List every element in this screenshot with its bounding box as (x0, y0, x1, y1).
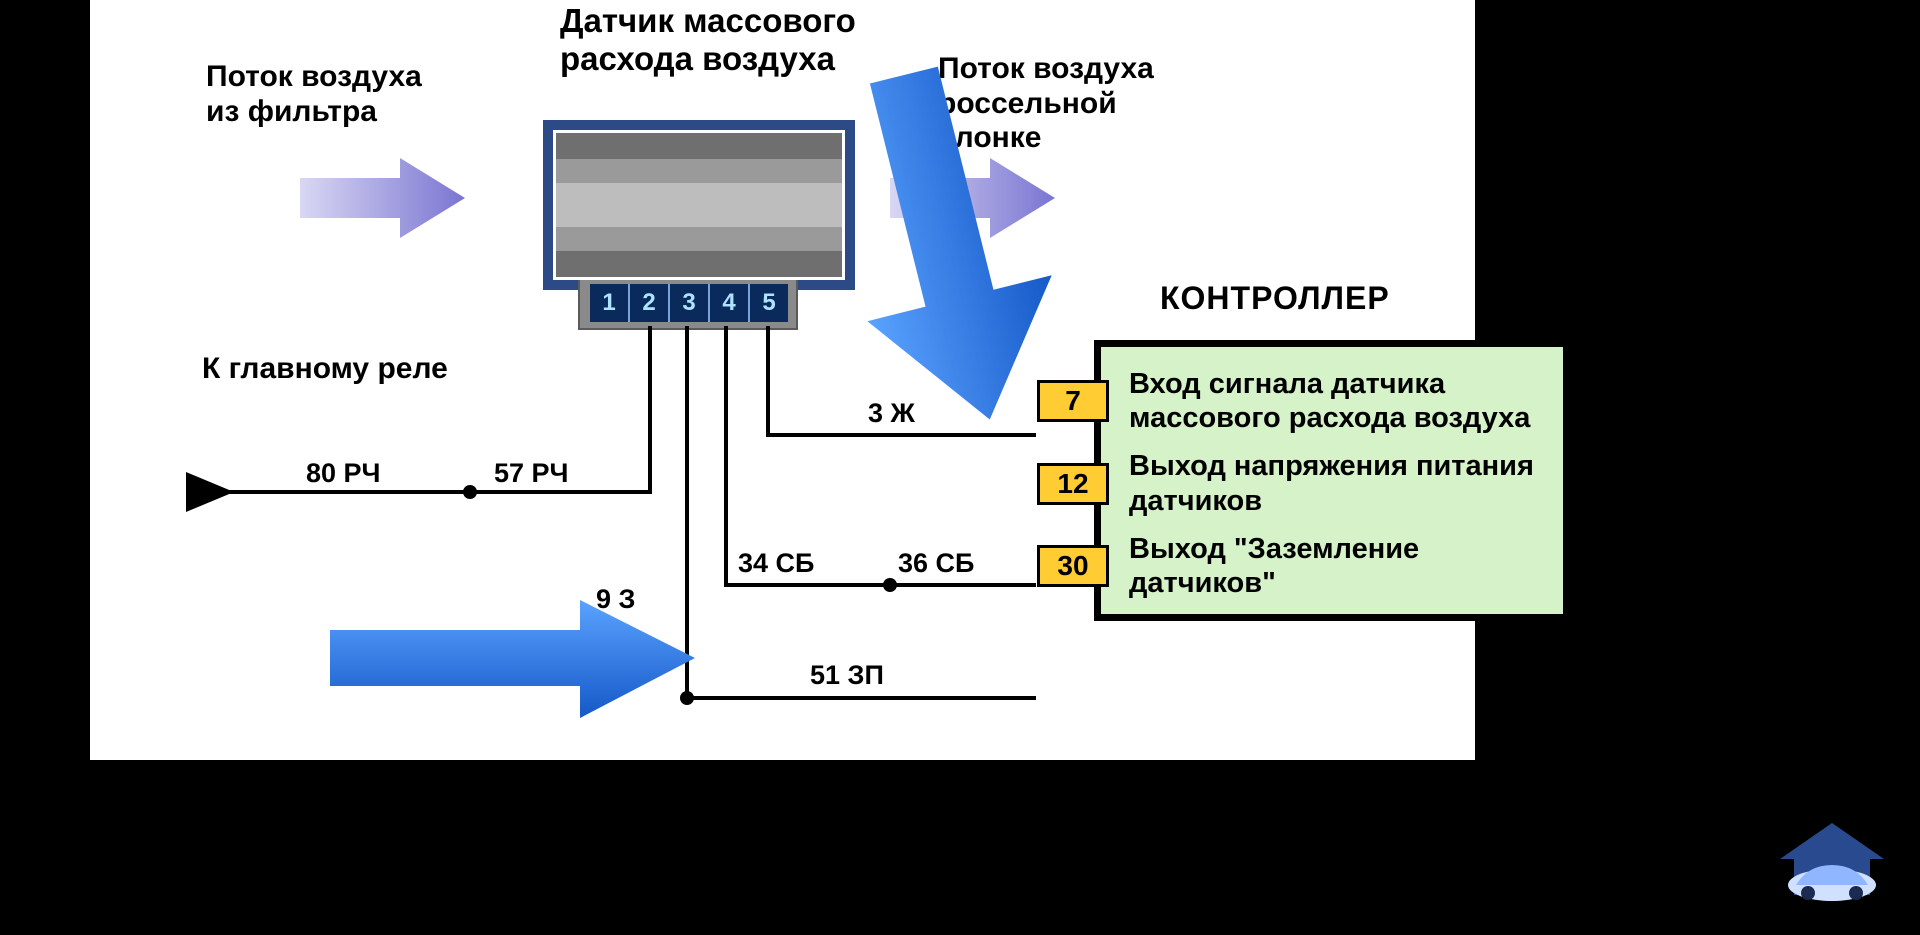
pointer-arrow-right (330, 600, 700, 720)
controller-row-text: Вход сигнала датчика массового расхода в… (1129, 367, 1547, 435)
controller-pin-badge: 30 (1037, 545, 1109, 587)
controller-row: 12 Выход напряжения питания датчиков (1117, 449, 1547, 517)
controller-row: 7 Вход сигнала датчика массового расхода… (1117, 367, 1547, 435)
wire-label: 34 СБ (738, 548, 814, 579)
watermark-car-icon (1772, 817, 1892, 907)
controller-row-text: Выход "Заземление датчиков" (1129, 532, 1547, 600)
controller-row-text: Выход напряжения питания датчиков (1129, 449, 1547, 517)
wire-label: 36 СБ (898, 548, 974, 579)
controller-box: 7 Вход сигнала датчика массового расхода… (1094, 340, 1570, 621)
controller-pin-badge: 12 (1037, 463, 1109, 505)
controller-row: 30 Выход "Заземление датчиков" (1117, 532, 1547, 600)
wire-label: 57 РЧ (494, 458, 569, 489)
wire-label: 80 РЧ (306, 458, 381, 489)
wire-label: 51 ЗП (810, 660, 884, 691)
pointer-arrow-down (850, 70, 1050, 430)
diagram-canvas: Датчик массового расхода воздуха Поток в… (90, 0, 1475, 760)
